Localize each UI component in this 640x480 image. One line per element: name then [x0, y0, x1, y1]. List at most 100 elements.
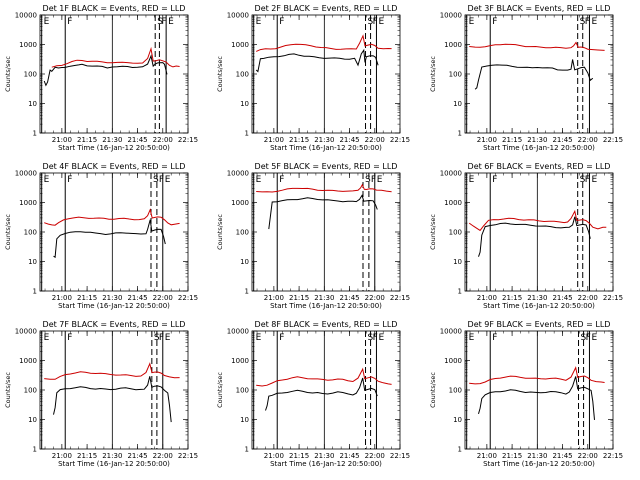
event-marker-label: S	[154, 333, 160, 343]
plot-frame	[464, 172, 614, 292]
plot-frame	[39, 330, 189, 450]
y-tick-label: 10	[453, 258, 462, 266]
series-lld-line	[256, 34, 392, 52]
y-tick-label: 1	[33, 288, 37, 296]
plot-area	[41, 173, 180, 291]
event-marker-label: S	[580, 17, 586, 27]
plot-area	[466, 15, 605, 133]
x-tick-label: 21:30	[314, 136, 334, 144]
chart-title: Det 1F BLACK = Events, RED = LLD	[43, 4, 186, 13]
x-tick-label: 22:15	[178, 294, 198, 302]
x-tick-label: 21:30	[102, 136, 122, 144]
y-tick-label: 100	[24, 71, 37, 79]
x-tick-label: 21:45	[552, 294, 572, 302]
x-axis-label: Start Time (16-Jan-12 20:50:00)	[58, 460, 170, 468]
y-tick-label: 10000	[440, 170, 462, 178]
y-tick-label: 1000	[19, 199, 37, 207]
x-tick-label: 21:45	[552, 452, 572, 460]
event-marker-label: E	[44, 17, 50, 27]
plot-frame	[251, 14, 401, 134]
x-tick-label: 22:15	[390, 136, 410, 144]
x-tick-label: 22:15	[603, 452, 623, 460]
event-marker-label: E	[44, 175, 50, 185]
y-tick-label: 10	[28, 100, 37, 108]
y-tick-label: 1	[245, 446, 249, 454]
x-tick-label: 22:00	[578, 452, 598, 460]
event-marker-label: S	[153, 175, 159, 185]
y-tick-label: 100	[236, 229, 249, 237]
plot-area	[41, 15, 180, 133]
event-marker-label: S	[368, 17, 374, 27]
event-marker-label: F	[586, 333, 591, 343]
y-tick-label: 1000	[231, 41, 249, 49]
x-axis-label: Start Time (16-Jan-12 20:50:00)	[270, 460, 382, 468]
y-tick-label: 10	[453, 100, 462, 108]
x-tick-label: 21:00	[477, 136, 497, 144]
y-tick-label: 1000	[19, 41, 37, 49]
x-tick-label: 21:00	[477, 294, 497, 302]
x-tick-label: 21:00	[264, 452, 284, 460]
x-tick-label: 21:30	[527, 136, 547, 144]
plot-frame	[251, 330, 401, 450]
y-axis-label: Counts/sec	[429, 56, 437, 92]
event-marker-label: F	[492, 333, 497, 343]
event-marker-label: F	[585, 175, 590, 185]
chart-panel: Det 3F BLACK = Events, RED = LLD 1 10 100 10…	[429, 4, 623, 152]
y-tick-label: 100	[449, 387, 462, 395]
x-tick-label: 21:15	[502, 294, 522, 302]
x-tick-label: 22:00	[365, 452, 385, 460]
y-axis-label: Counts/sec	[429, 214, 437, 250]
y-tick-label: 10000	[15, 12, 37, 20]
event-marker-label: S	[581, 333, 587, 343]
series-lld-line	[44, 362, 180, 380]
series-events-line	[53, 219, 166, 259]
event-marker-label: E	[378, 17, 384, 27]
series-events-line	[265, 377, 378, 411]
chart-title: Det 2F BLACK = Events, RED = LLD	[255, 4, 398, 13]
x-tick-label: 22:00	[365, 294, 385, 302]
x-axis-label: Start Time (16-Jan-12 20:50:00)	[483, 302, 595, 310]
series-lld-line	[469, 366, 605, 385]
plot-frame	[464, 14, 614, 134]
y-axis-label: Counts/sec	[4, 56, 12, 92]
chart-panel: Det 9F BLACK = Events, RED = LLD 1 10 100 10…	[429, 320, 623, 468]
y-tick-label: 1000	[231, 199, 249, 207]
y-tick-label: 10	[240, 100, 249, 108]
y-tick-label: 100	[24, 387, 37, 395]
chart-panel: Det 7F BLACK = Events, RED = LLD 1 10 100 10…	[4, 320, 198, 468]
x-axis-label: Start Time (16-Jan-12 20:50:00)	[270, 144, 382, 152]
x-tick-label: 21:15	[289, 136, 309, 144]
y-tick-label: 1	[458, 288, 462, 296]
y-tick-label: 1	[245, 288, 249, 296]
x-tick-label: 21:45	[552, 136, 572, 144]
x-tick-label: 22:00	[578, 294, 598, 302]
x-tick-label: 21:45	[339, 136, 359, 144]
x-tick-label: 21:00	[52, 294, 72, 302]
y-tick-label: 10	[453, 416, 462, 424]
x-tick-label: 22:15	[390, 294, 410, 302]
y-axis-label: Counts/sec	[216, 214, 224, 250]
series-lld-line	[44, 208, 180, 226]
x-tick-label: 21:45	[127, 452, 147, 460]
y-tick-label: 1	[458, 446, 462, 454]
x-tick-label: 21:00	[52, 452, 72, 460]
chart-title: Det 4F BLACK = Events, RED = LLD	[43, 162, 186, 171]
chart-panel: Det 8F BLACK = Events, RED = LLD 1 10 100 10…	[216, 320, 410, 468]
x-tick-label: 22:15	[178, 136, 198, 144]
series-lld-line	[468, 209, 607, 232]
event-marker-label: F	[492, 17, 497, 27]
event-marker-label: F	[279, 175, 284, 185]
chart-title: Det 5F BLACK = Events, RED = LLD	[255, 162, 398, 171]
event-marker-label: E	[591, 175, 597, 185]
y-tick-label: 1000	[231, 357, 249, 365]
x-tick-label: 21:00	[264, 136, 284, 144]
y-tick-label: 10000	[440, 328, 462, 336]
x-tick-label: 22:00	[153, 294, 173, 302]
series-lld-line	[256, 367, 392, 387]
x-tick-label: 21:15	[77, 136, 97, 144]
y-tick-label: 100	[236, 387, 249, 395]
x-tick-label: 21:30	[102, 294, 122, 302]
event-marker-label: F	[492, 175, 497, 185]
x-tick-label: 22:15	[178, 452, 198, 460]
plot-area	[253, 15, 392, 133]
